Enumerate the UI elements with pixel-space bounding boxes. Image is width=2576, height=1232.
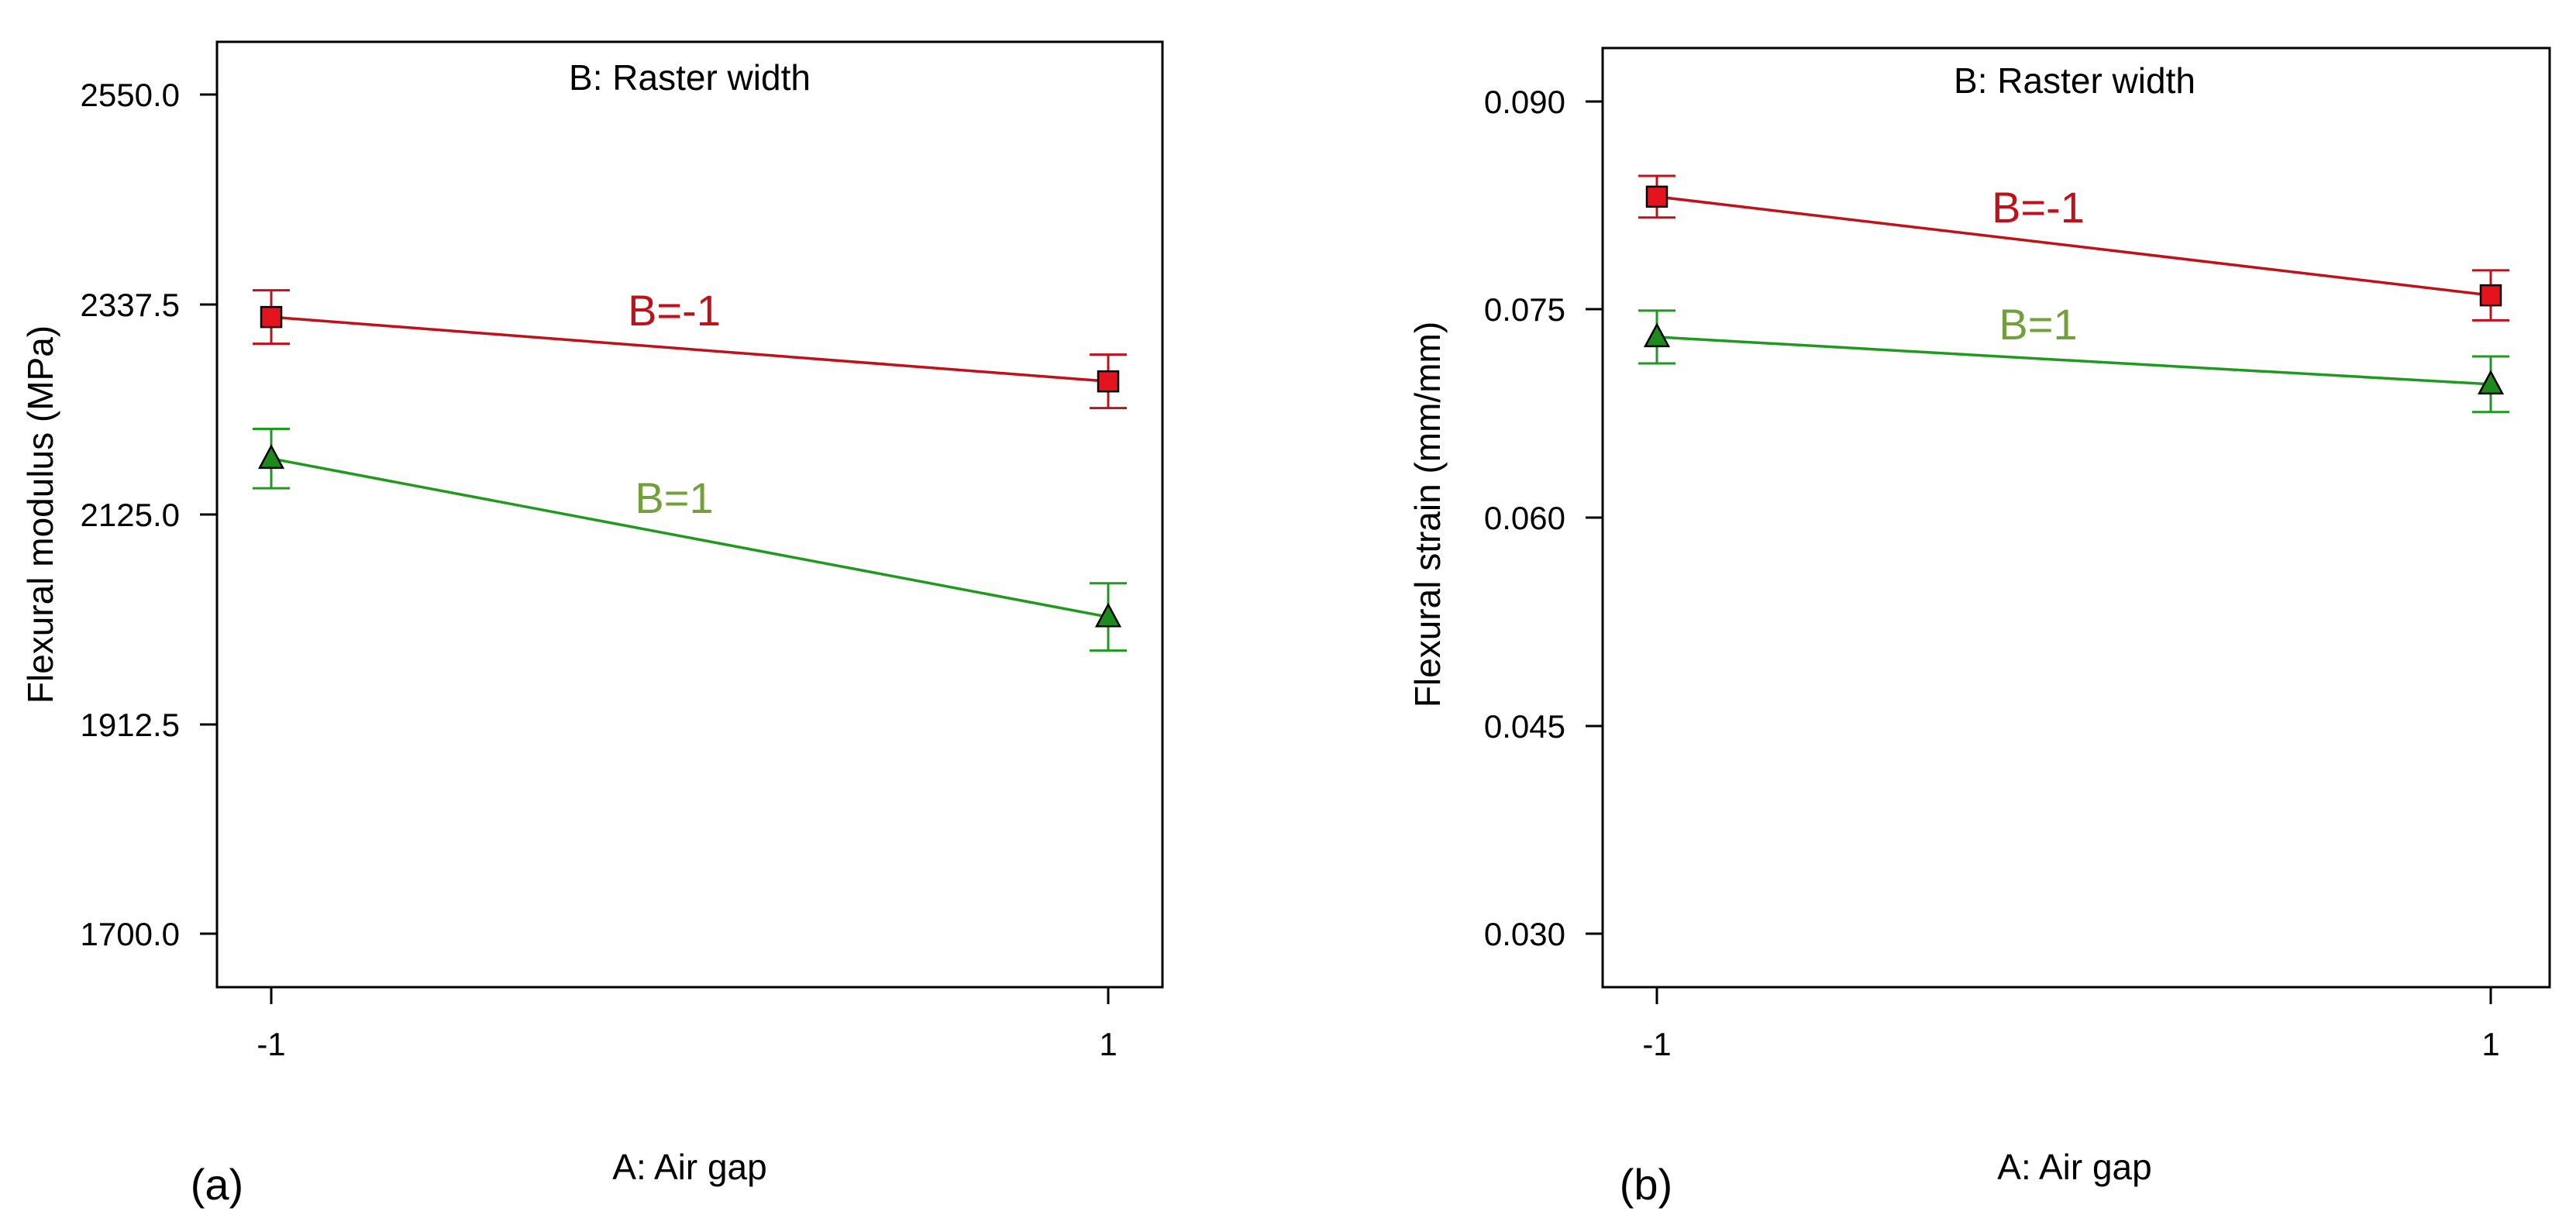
- data-point-b-minus-1-x-1: [1090, 353, 1127, 410]
- data-point-b-1-x-1: [2472, 355, 2509, 414]
- series-label-b-1: B=1: [635, 473, 713, 522]
- legend-title: B: Raster width: [569, 57, 811, 98]
- data-point-b-minus-1-x-minus-1: [1638, 174, 1675, 219]
- x-axis-label: A: Air gap: [1997, 1147, 2151, 1187]
- data-point-b-1-x-minus-1: [253, 427, 290, 490]
- y-tick-label: 0.075: [1484, 291, 1565, 328]
- series-b-1: B=1: [253, 427, 1127, 652]
- panel-a: 1700.0 1912.5 2125.0 2337.5 2550.0 -1 1 …: [20, 40, 1164, 1209]
- series-b-minus-1: B=-1: [1638, 174, 2509, 322]
- data-point-b-1-x-1: [1090, 582, 1127, 652]
- y-tick-label: 0.090: [1484, 84, 1565, 120]
- y-tick-label: 0.060: [1484, 500, 1565, 536]
- y-tick-label: 2337.5: [81, 287, 180, 323]
- series-label-b-minus-1: B=-1: [1992, 183, 2085, 232]
- y-tick-label: 2125.0: [81, 497, 180, 533]
- series-label-b-minus-1: B=-1: [628, 286, 721, 335]
- data-point-b-minus-1-x-minus-1: [253, 289, 290, 346]
- series-b-1: B=1: [1638, 300, 2509, 414]
- panel-b: 0.030 0.045 0.060 0.075 0.090 -1 1 B: Ra…: [1407, 46, 2551, 1209]
- y-tick-label: 1700.0: [81, 916, 180, 952]
- series-b-minus-1: B=-1: [253, 286, 1127, 410]
- series-line-b-minus-1: [1656, 195, 2492, 297]
- y-ticks: 1700.0 1912.5 2125.0 2337.5 2550.0: [81, 77, 217, 952]
- data-point-b-1-x-minus-1: [1638, 309, 1675, 365]
- y-axis-label: Flexural strain (mm/mm): [1407, 322, 1448, 707]
- x-tick-label: -1: [257, 1026, 285, 1062]
- y-tick-label: 1912.5: [81, 707, 180, 743]
- series-line-b-1: [1656, 336, 2492, 386]
- series-line-b-minus-1: [270, 315, 1109, 383]
- series-line-b-1: [270, 457, 1109, 618]
- legend-title: B: Raster width: [1954, 60, 2195, 101]
- data-point-b-minus-1-x-1: [2472, 269, 2509, 322]
- y-tick-label: 0.030: [1484, 916, 1565, 952]
- x-ticks: -1 1: [1642, 987, 2500, 1062]
- x-tick-label: 1: [2481, 1026, 2499, 1062]
- x-tick-label: 1: [1099, 1026, 1117, 1062]
- y-tick-label: 0.045: [1484, 708, 1565, 745]
- x-ticks: -1 1: [257, 987, 1118, 1062]
- y-axis-label: Flexural modulus (MPa): [20, 325, 60, 704]
- panel-label: (b): [1620, 1160, 1672, 1209]
- series-label-b-1: B=1: [1999, 300, 2077, 349]
- y-tick-label: 2550.0: [81, 77, 180, 113]
- y-ticks: 0.030 0.045 0.060 0.075 0.090: [1484, 84, 1603, 952]
- x-tick-label: -1: [1642, 1026, 1671, 1062]
- x-axis-label: A: Air gap: [612, 1147, 766, 1187]
- panel-label: (a): [191, 1160, 243, 1209]
